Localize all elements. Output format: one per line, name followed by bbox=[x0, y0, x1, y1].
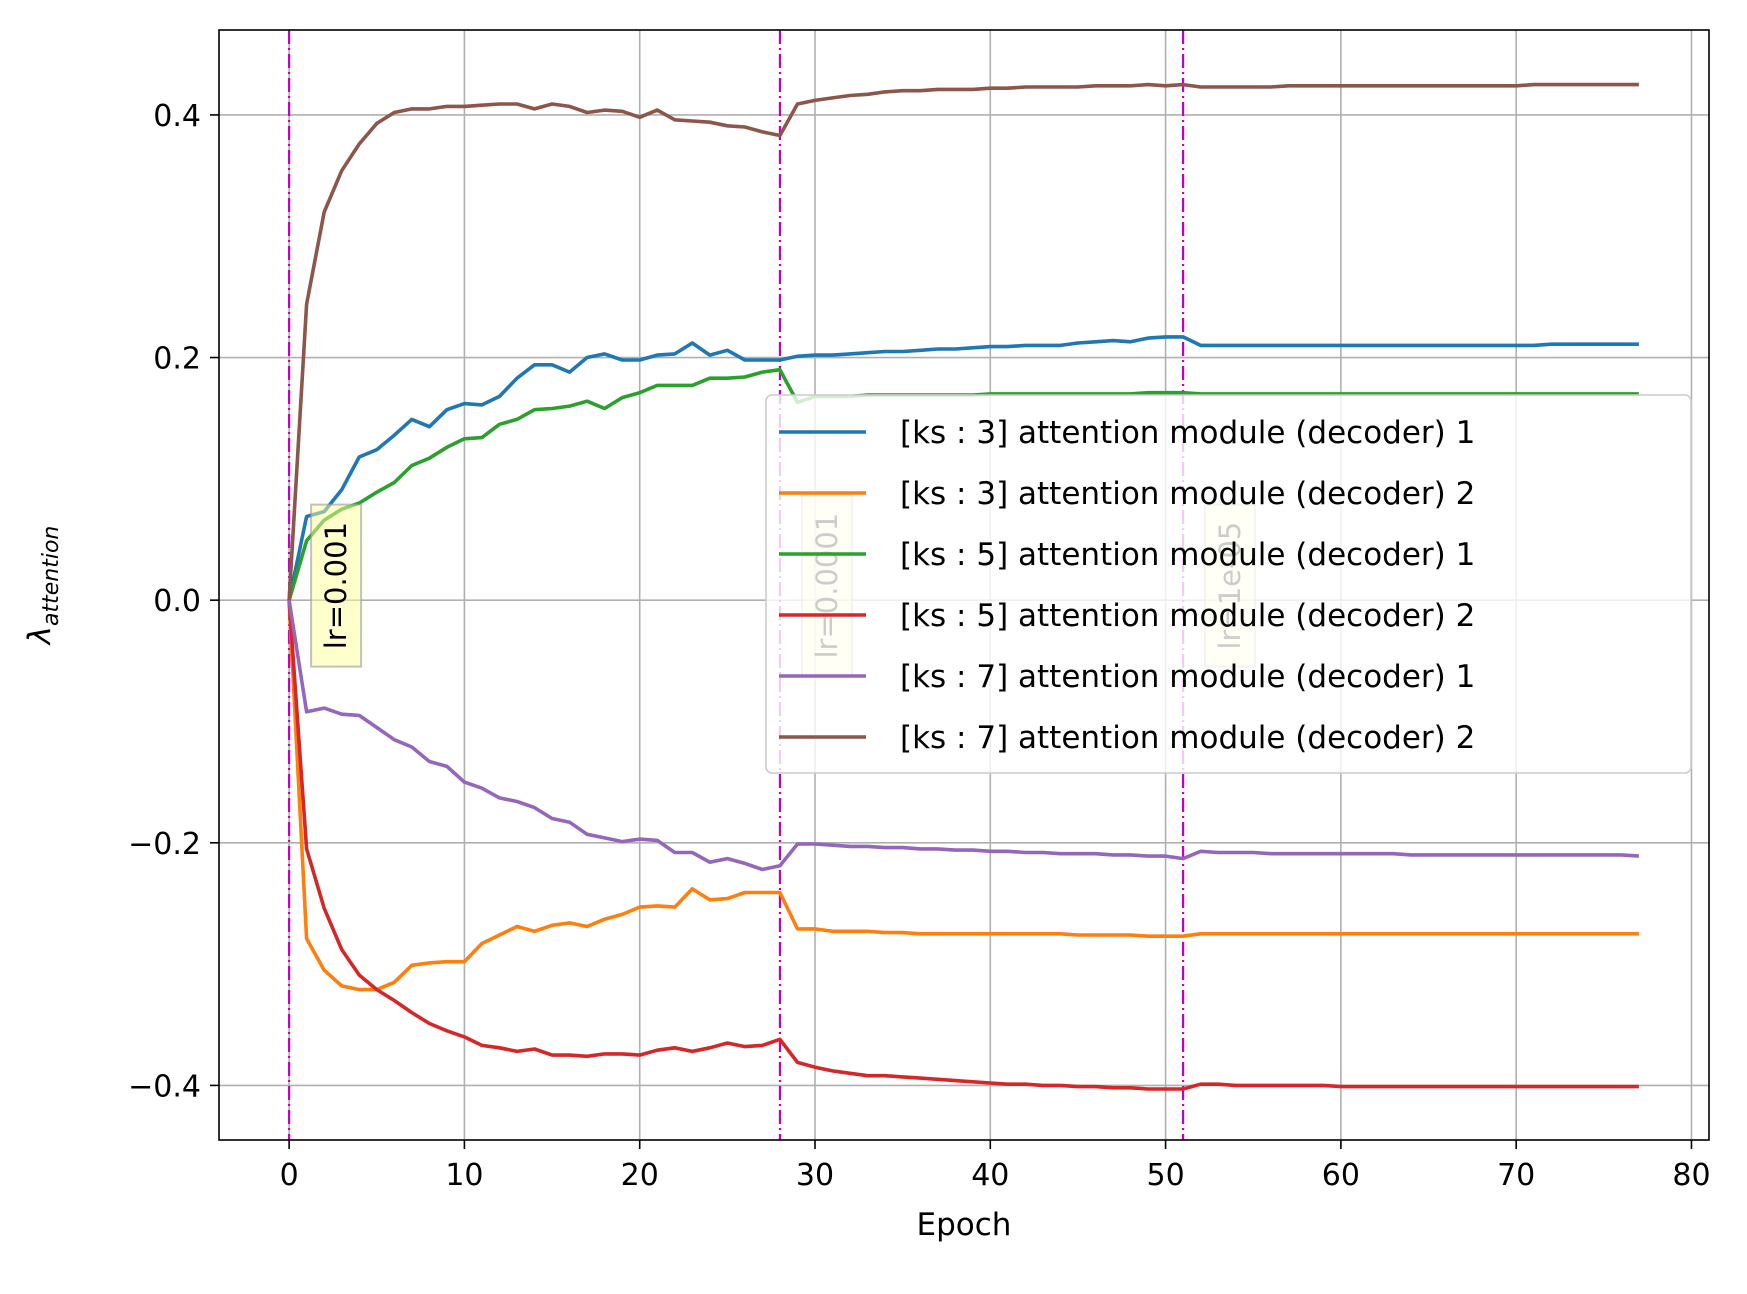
legend-label: [ks : 5] attention module (decoder) 2 bbox=[900, 598, 1475, 634]
legend-label: [ks : 3] attention module (decoder) 1 bbox=[900, 415, 1475, 451]
lr-annotation: lr=0.001 bbox=[310, 503, 363, 668]
lr-annotation-box bbox=[310, 503, 363, 668]
y-axis-label: λattention bbox=[22, 526, 64, 647]
x-tick-label: 80 bbox=[1672, 1158, 1710, 1193]
legend: [ks : 3] attention module (decoder) 1 [ks… bbox=[765, 394, 1692, 774]
series-lines bbox=[287, 82, 1640, 1091]
series-line-6 bbox=[287, 82, 1639, 601]
y-axis-label-main: λ bbox=[22, 626, 58, 646]
y-tick-label: 0.4 bbox=[153, 99, 201, 134]
legend-label: [ks : 7] attention module (decoder) 2 bbox=[900, 720, 1475, 756]
plot-frame bbox=[218, 29, 1710, 1141]
y-tick-label: −0.2 bbox=[128, 827, 201, 862]
x-tick-label: 0 bbox=[280, 1158, 299, 1193]
legend-label: [ks : 7] attention module (decoder) 1 bbox=[900, 659, 1475, 695]
series-line-2 bbox=[287, 600, 1639, 992]
y-tick-label: 0.2 bbox=[153, 342, 201, 377]
series-line-4 bbox=[287, 600, 1639, 1091]
legend-box bbox=[765, 394, 1692, 774]
series-line-1 bbox=[287, 335, 1639, 601]
series-line-5 bbox=[287, 599, 1640, 872]
x-tick-label: 70 bbox=[1497, 1158, 1535, 1193]
legend-label: [ks : 3] attention module (decoder) 2 bbox=[900, 476, 1475, 512]
x-tick-label: 40 bbox=[971, 1158, 1009, 1193]
legend-label: [ks : 5] attention module (decoder) 1 bbox=[900, 537, 1475, 573]
x-tick-label: 10 bbox=[445, 1158, 483, 1193]
x-tick-label: 50 bbox=[1146, 1158, 1184, 1193]
y-tick-label: −0.4 bbox=[128, 1069, 201, 1104]
y-tick-label: 0.0 bbox=[153, 584, 201, 619]
axis-ticks: 0 10 20 30 40 50 60 70 80 −0.4 −0.2 0.0 0.2 0.4 bbox=[128, 99, 1710, 1193]
x-tick-label: 20 bbox=[621, 1158, 659, 1193]
y-axis-label-sub: attention bbox=[39, 526, 64, 626]
x-axis-label: Epoch bbox=[917, 1207, 1012, 1243]
lr-annotation-text: lr=0.001 bbox=[319, 522, 353, 649]
x-tick-label: 60 bbox=[1322, 1158, 1360, 1193]
x-tick-label: 30 bbox=[796, 1158, 834, 1193]
